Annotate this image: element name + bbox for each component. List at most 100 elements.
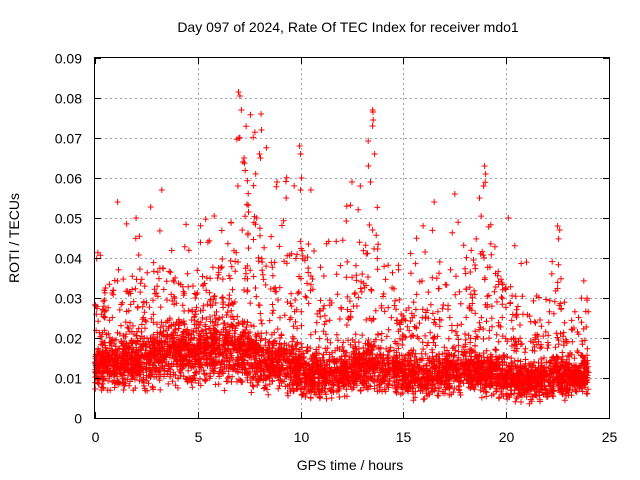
data-point — [338, 304, 345, 311]
data-point — [444, 347, 450, 354]
data-point — [460, 242, 467, 249]
data-point — [385, 348, 392, 355]
data-point — [558, 275, 564, 282]
data-point — [295, 348, 302, 355]
data-point — [578, 360, 585, 367]
data-point — [184, 270, 191, 277]
data-point — [392, 297, 398, 304]
data-point — [539, 383, 546, 390]
data-point — [374, 204, 381, 211]
data-point — [119, 299, 126, 306]
data-point — [392, 366, 399, 373]
data-point — [341, 353, 348, 360]
data-point — [129, 286, 136, 293]
data-point — [554, 279, 561, 286]
data-point — [242, 167, 249, 174]
data-point — [546, 308, 553, 315]
data-point — [496, 380, 503, 387]
data-point — [181, 243, 188, 250]
data-point — [212, 300, 219, 306]
data-point — [396, 296, 403, 303]
data-point — [507, 391, 514, 398]
data-point — [324, 362, 331, 369]
data-point — [252, 221, 259, 228]
data-point — [307, 394, 314, 401]
data-point — [436, 323, 443, 330]
data-point — [215, 381, 222, 388]
data-point — [355, 294, 362, 301]
data-point — [303, 362, 310, 369]
data-point — [251, 129, 258, 136]
data-point — [558, 306, 565, 313]
data-point — [140, 314, 147, 321]
data-point — [238, 107, 245, 113]
data-point — [551, 387, 557, 394]
data-point — [557, 386, 564, 393]
data-point — [201, 334, 207, 341]
data-point — [132, 285, 139, 292]
data-point — [100, 298, 107, 305]
data-point — [370, 338, 377, 345]
data-point — [150, 259, 157, 266]
data-point — [550, 310, 557, 317]
data-point — [342, 358, 349, 365]
data-point — [431, 335, 437, 342]
data-point — [193, 325, 199, 332]
data-point — [373, 232, 380, 239]
data-point — [424, 307, 431, 314]
data-point — [436, 285, 442, 292]
data-point — [150, 268, 157, 275]
data-point — [261, 244, 268, 251]
data-point — [492, 270, 499, 277]
data-point — [169, 297, 176, 304]
data-point — [133, 332, 140, 339]
data-point — [330, 358, 337, 365]
data-point — [409, 350, 416, 357]
data-point — [506, 363, 513, 370]
data-point — [244, 319, 251, 326]
data-point — [221, 320, 228, 327]
data-point — [157, 304, 164, 311]
data-point — [301, 359, 308, 366]
data-point — [259, 267, 266, 274]
data-point — [162, 353, 169, 360]
data-point — [163, 334, 170, 340]
data-point — [485, 292, 492, 299]
data-point — [251, 356, 258, 363]
data-point — [258, 352, 265, 359]
data-point — [436, 355, 443, 362]
data-point — [157, 354, 164, 361]
data-point — [211, 312, 218, 319]
data-point — [136, 377, 143, 384]
data-point — [396, 376, 403, 383]
data-point — [455, 354, 462, 361]
data-point — [352, 343, 359, 350]
data-point — [419, 278, 425, 284]
data-point — [455, 219, 462, 226]
data-point — [275, 385, 282, 392]
data-point — [281, 312, 288, 319]
data-point — [298, 340, 305, 347]
data-point — [343, 218, 350, 225]
data-point — [115, 266, 122, 273]
data-point — [207, 275, 214, 282]
data-point — [546, 297, 553, 304]
data-point — [363, 316, 370, 323]
data-point — [551, 298, 558, 305]
data-point — [442, 386, 449, 393]
data-point — [200, 307, 206, 314]
data-point — [366, 315, 373, 322]
data-point — [225, 368, 232, 375]
data-point — [186, 374, 192, 381]
data-point — [122, 343, 129, 350]
data-point — [151, 290, 158, 297]
data-point — [463, 254, 470, 261]
data-point — [362, 242, 369, 249]
data-point — [185, 367, 192, 374]
data-point — [381, 386, 388, 393]
data-point — [518, 399, 524, 405]
data-point — [326, 297, 333, 304]
data-point — [433, 353, 440, 359]
data-point — [156, 275, 162, 282]
data-point — [428, 385, 435, 392]
